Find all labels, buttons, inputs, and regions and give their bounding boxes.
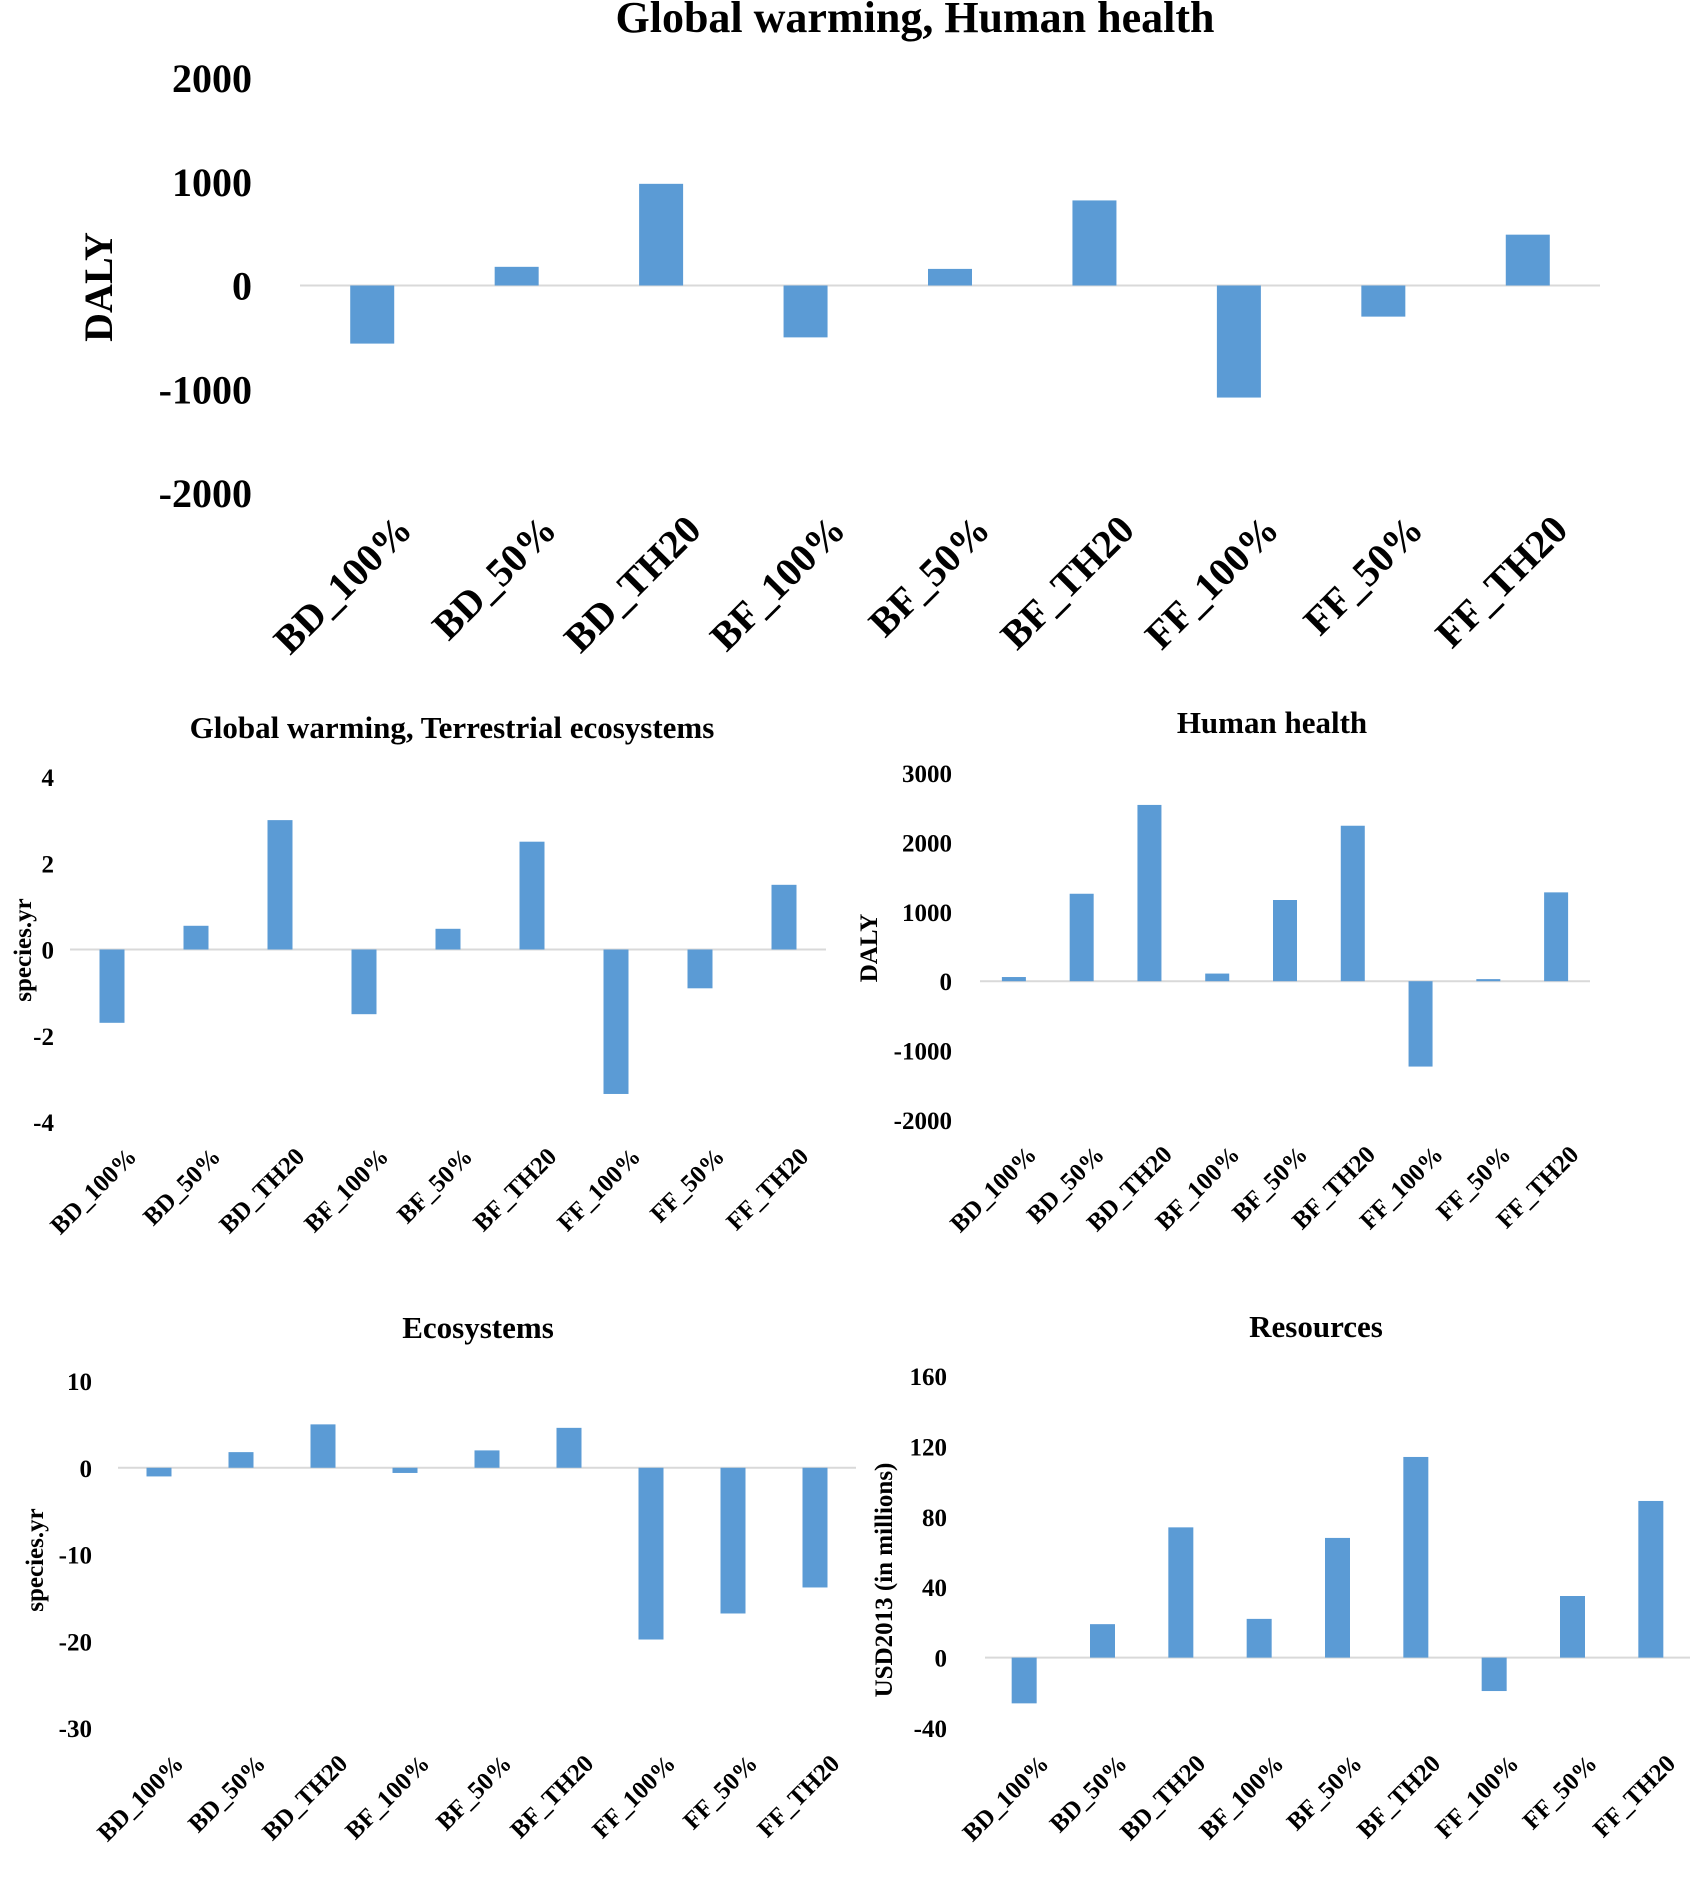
y-tick-label: 1000 bbox=[902, 900, 952, 927]
bar bbox=[1216, 285, 1261, 398]
bar bbox=[1408, 981, 1433, 1067]
bar bbox=[638, 1467, 664, 1640]
bar bbox=[519, 841, 545, 950]
y-axis-label: DALY bbox=[856, 914, 883, 983]
bar bbox=[1325, 1537, 1350, 1658]
y-tick-label: -20 bbox=[59, 1629, 92, 1656]
bar bbox=[1246, 1618, 1272, 1658]
bar bbox=[687, 949, 713, 989]
bar bbox=[146, 1467, 172, 1477]
y-tick-label: -2000 bbox=[894, 1108, 952, 1135]
bar bbox=[435, 928, 461, 950]
chart-title: Global warming, Terrestrial ecosystems bbox=[190, 710, 715, 745]
bar bbox=[1340, 825, 1365, 982]
bar bbox=[99, 949, 125, 1023]
y-tick-label: -2 bbox=[33, 1024, 54, 1051]
y-tick-label: -4 bbox=[33, 1110, 54, 1137]
y-tick-label: 1000 bbox=[172, 160, 252, 205]
y-tick-label: 0 bbox=[935, 1646, 948, 1673]
bar bbox=[639, 183, 684, 286]
bar bbox=[1560, 1596, 1585, 1658]
y-axis-label: DALY bbox=[76, 232, 121, 342]
bar bbox=[1137, 804, 1162, 982]
bar bbox=[783, 285, 828, 338]
y-axis-label: species.yr bbox=[22, 1508, 49, 1611]
y-tick-label: 0 bbox=[42, 938, 55, 965]
y-tick-label: -40 bbox=[914, 1716, 947, 1743]
y-tick-label: 80 bbox=[922, 1505, 947, 1532]
bar bbox=[1072, 200, 1117, 286]
bar bbox=[351, 949, 377, 1015]
y-tick-label: 3000 bbox=[902, 761, 952, 788]
bar bbox=[771, 884, 797, 950]
bar bbox=[1090, 1624, 1115, 1658]
bar bbox=[392, 1467, 418, 1473]
y-axis-label: USD2013 (in millions) bbox=[871, 1463, 898, 1698]
bar bbox=[1273, 900, 1297, 982]
bar bbox=[267, 820, 293, 950]
bar bbox=[1168, 1527, 1194, 1658]
y-tick-label: 2000 bbox=[902, 830, 952, 857]
y-tick-label: -2000 bbox=[159, 471, 252, 516]
y-tick-label: 0 bbox=[940, 969, 953, 996]
y-tick-label: -10 bbox=[59, 1543, 92, 1570]
bar bbox=[1544, 892, 1569, 982]
bar bbox=[228, 1452, 254, 1468]
bar bbox=[1069, 893, 1094, 982]
chart-title: Human health bbox=[1177, 705, 1367, 740]
chart-title: Ecosystems bbox=[402, 1310, 554, 1345]
bar bbox=[1638, 1500, 1664, 1658]
bar bbox=[720, 1467, 746, 1614]
chart-title: Resources bbox=[1249, 1309, 1383, 1344]
bar bbox=[1481, 1657, 1507, 1692]
bar bbox=[1505, 234, 1550, 286]
bar bbox=[474, 1450, 500, 1468]
y-axis-label: species.yr bbox=[10, 898, 37, 1001]
bar bbox=[802, 1467, 828, 1588]
bar bbox=[1205, 973, 1230, 982]
y-tick-label: 40 bbox=[922, 1575, 947, 1602]
bar bbox=[310, 1424, 336, 1468]
y-tick-label: 0 bbox=[80, 1456, 93, 1483]
chart-title: Global warming, Human health bbox=[616, 0, 1215, 42]
y-tick-label: -1000 bbox=[894, 1039, 952, 1066]
bar bbox=[1361, 285, 1406, 317]
bar bbox=[928, 268, 972, 286]
y-tick-label: -1000 bbox=[159, 367, 252, 412]
bar bbox=[1011, 1657, 1037, 1704]
y-tick-label: 2 bbox=[42, 851, 55, 878]
y-tick-label: 4 bbox=[42, 765, 55, 792]
bar bbox=[556, 1427, 582, 1468]
y-tick-label: 0 bbox=[232, 264, 252, 309]
bar bbox=[1001, 977, 1026, 982]
y-tick-label: 10 bbox=[67, 1369, 92, 1396]
bar bbox=[350, 285, 395, 344]
y-tick-label: 2000 bbox=[172, 56, 252, 101]
bar bbox=[603, 949, 629, 1094]
bar bbox=[1403, 1456, 1429, 1658]
bar bbox=[1476, 979, 1501, 982]
bar bbox=[494, 266, 539, 286]
y-tick-label: 160 bbox=[910, 1364, 948, 1391]
bar bbox=[183, 925, 209, 950]
y-tick-label: 120 bbox=[910, 1434, 948, 1461]
y-tick-label: -30 bbox=[59, 1716, 92, 1743]
